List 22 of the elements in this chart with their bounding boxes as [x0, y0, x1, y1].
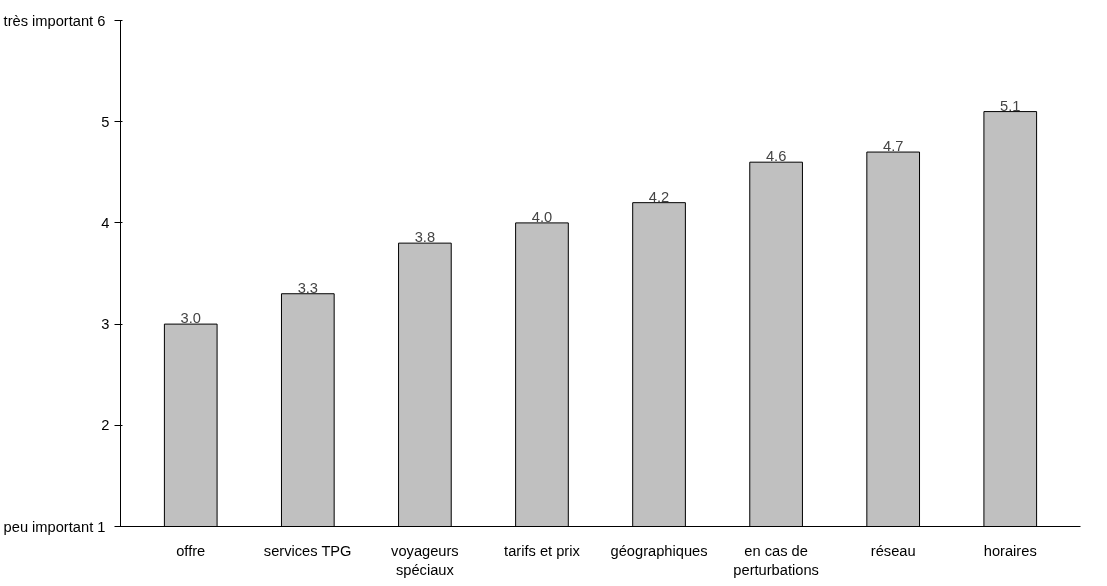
y-tick-label: très important 6: [3, 12, 106, 29]
x-tick-label: services TPG: [263, 542, 352, 559]
x-tick-label: offre: [176, 542, 206, 559]
data-label: 4.2: [648, 188, 670, 205]
x-tick-label: horaires: [983, 542, 1037, 559]
y-tick-label: 3: [101, 316, 110, 333]
x-tick-label: géographiques: [610, 542, 708, 559]
y-tick-label: peu important 1: [3, 518, 106, 535]
data-label: 4.6: [765, 148, 787, 165]
y-tick-label: 2: [101, 417, 110, 434]
x-tick-label: tarifs et prix: [504, 542, 581, 559]
x-tick-label: réseau: [870, 542, 916, 559]
data-label: 3.3: [297, 279, 318, 296]
y-tick-label: 4: [101, 214, 110, 231]
data-label: 3.8: [414, 229, 436, 246]
y-tick-label: 5: [101, 113, 110, 130]
data-label: 4.7: [883, 138, 904, 155]
data-label: 4.0: [531, 208, 553, 225]
data-label: 5.1: [1000, 97, 1021, 114]
x-tick-label: en cas de perturbations: [733, 542, 819, 578]
x-tick-label: voyageurs spéciaux: [391, 542, 459, 578]
data-label: 3.0: [180, 310, 201, 327]
